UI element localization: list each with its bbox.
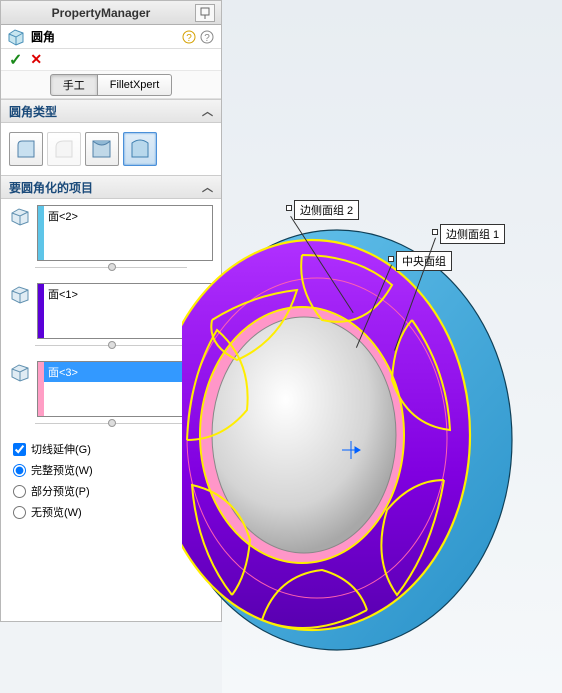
section-items[interactable]: 要圆角化的项目 ︿	[1, 175, 221, 199]
callout-handle-icon	[432, 229, 438, 235]
chevron-up-icon: ︿	[202, 103, 213, 119]
panel-title: PropertyManager	[7, 6, 195, 20]
callout-side-face-1[interactable]: 边侧面组 1	[440, 224, 505, 244]
fillet-type-variable[interactable]	[47, 132, 81, 166]
chevron-up-icon: ︿	[202, 179, 213, 195]
slider-thumb[interactable]	[108, 341, 116, 349]
mode-tabs: 手工 FilletXpert	[1, 71, 221, 99]
fillet-type-row	[1, 123, 221, 175]
callout-side-face-2[interactable]: 边侧面组 2	[294, 200, 359, 220]
slider-1[interactable]	[35, 263, 187, 273]
tab-manual[interactable]: 手工	[50, 74, 98, 96]
slider-3[interactable]	[35, 419, 187, 429]
tangent-checkbox[interactable]: 切线延伸(G)	[13, 441, 209, 457]
panel-header: PropertyManager	[1, 1, 221, 25]
color-bar	[38, 284, 44, 338]
preview-full-radio[interactable]: 完整预览(W)	[13, 462, 209, 478]
preview-none-input[interactable]	[13, 506, 26, 519]
model-geometry	[182, 200, 562, 680]
preview-none-radio[interactable]: 无预览(W)	[13, 504, 209, 520]
slider-2[interactable]	[35, 341, 187, 351]
section-title: 圆角类型	[9, 103, 57, 120]
section-title: 要圆角化的项目	[9, 179, 93, 196]
tab-filletxpert[interactable]: FilletXpert	[98, 74, 173, 96]
pin-icon	[199, 7, 211, 19]
callout-handle-icon	[286, 205, 292, 211]
preview-partial-input[interactable]	[13, 485, 26, 498]
pin-button[interactable]	[195, 4, 215, 22]
ok-button[interactable]: ✓	[9, 50, 22, 70]
fillet-type-icon-1	[14, 137, 38, 161]
face-set-icon	[9, 205, 31, 227]
slider-thumb[interactable]	[108, 263, 116, 271]
color-bar	[38, 206, 44, 260]
fillet-type-face[interactable]	[85, 132, 119, 166]
action-row: ✓ ✕	[1, 49, 221, 71]
graphics-viewport[interactable]: 边侧面组 2 中央面组 边侧面组 1	[222, 0, 562, 693]
cancel-button[interactable]: ✕	[30, 51, 42, 68]
feature-title-row: 圆角 ? ?	[1, 25, 221, 49]
fillet-type-full-round[interactable]	[123, 132, 157, 166]
fillet-icon	[7, 28, 25, 46]
face-set-icon	[9, 361, 31, 383]
callout-handle-icon	[388, 256, 394, 262]
slider-thumb[interactable]	[108, 419, 116, 427]
face-set-icon	[9, 283, 31, 305]
svg-text:?: ?	[204, 33, 210, 44]
fillet-type-icon-3	[90, 137, 114, 161]
feature-name: 圆角	[31, 28, 179, 45]
color-bar	[38, 362, 44, 416]
help-icon-2[interactable]: ?	[199, 29, 215, 45]
tangent-checkbox-input[interactable]	[13, 443, 26, 456]
svg-text:?: ?	[186, 33, 192, 44]
preview-partial-radio[interactable]: 部分预览(P)	[13, 483, 209, 499]
section-fillet-type[interactable]: 圆角类型 ︿	[1, 99, 221, 123]
fillet-type-constant[interactable]	[9, 132, 43, 166]
fillet-type-icon-2	[52, 137, 76, 161]
help-icon[interactable]: ?	[181, 29, 197, 45]
preview-full-input[interactable]	[13, 464, 26, 477]
fillet-type-icon-4	[128, 137, 152, 161]
